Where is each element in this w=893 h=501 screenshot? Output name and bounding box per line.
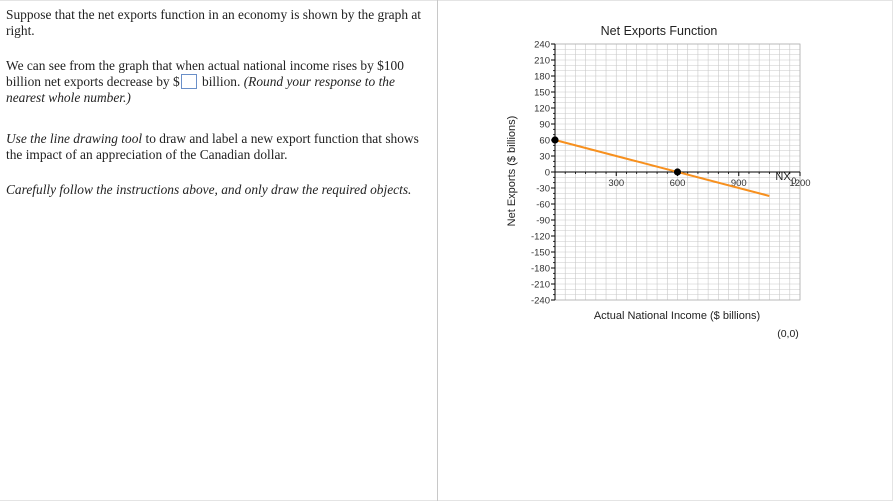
question-part-2-text: to draw and label a new export function … bbox=[6, 131, 419, 162]
rounding-instruction: (Round your response to the nearest whol… bbox=[6, 74, 395, 105]
y-tick-label: -210 bbox=[531, 280, 550, 291]
x-tick-label: 1200 bbox=[789, 178, 810, 189]
x-tick-label: 600 bbox=[670, 178, 686, 189]
y-axis-label: Net Exports ($ billions) bbox=[506, 116, 518, 227]
y-tick-label: 90 bbox=[539, 120, 550, 131]
drawing-instruction: Carefully follow the instructions above,… bbox=[6, 182, 434, 198]
top-border bbox=[0, 0, 893, 1]
graph-series: NX 0 bbox=[551, 136, 796, 197]
y-tick-label: -60 bbox=[536, 200, 550, 211]
question-part-1-text: We can see from the graph that when actu… bbox=[6, 58, 404, 89]
graph-title: Net Exports Function bbox=[601, 24, 718, 38]
y-tick-label: -90 bbox=[536, 216, 550, 227]
drawing-instruction-text: Carefully follow the instructions above,… bbox=[6, 182, 412, 197]
y-tick-label: -180 bbox=[531, 264, 550, 275]
y-tick-label: 30 bbox=[539, 152, 550, 163]
question-panel: Suppose that the net exports function in… bbox=[0, 0, 438, 501]
graph-ticks: 2402101801501209060300-30-60-90-120-150-… bbox=[531, 40, 811, 307]
line-endpoint[interactable] bbox=[673, 168, 682, 176]
y-tick-label: 210 bbox=[534, 56, 550, 67]
question-intro: Suppose that the net exports function in… bbox=[6, 7, 422, 38]
y-tick-label: -120 bbox=[531, 232, 550, 243]
x-tick-label: 900 bbox=[731, 178, 747, 189]
y-tick-label: -240 bbox=[531, 296, 550, 307]
x-tick-label: 300 bbox=[608, 178, 624, 189]
question-part-1: We can see from the graph that when actu… bbox=[6, 58, 434, 106]
line-label: NX bbox=[775, 171, 791, 183]
line-tool-reference: Use the line drawing tool bbox=[6, 131, 143, 146]
question-part-1-suffix: billion. bbox=[198, 74, 241, 89]
y-tick-label: -30 bbox=[536, 184, 550, 195]
y-tick-label: 240 bbox=[534, 40, 550, 51]
line-label-subscript: 0 bbox=[791, 176, 796, 186]
y-tick-label: 120 bbox=[534, 104, 550, 115]
y-tick-label: 150 bbox=[534, 88, 550, 99]
nx0-line[interactable] bbox=[554, 139, 770, 197]
y-tick-label: 60 bbox=[539, 136, 550, 147]
y-tick-label: 180 bbox=[534, 72, 550, 83]
y-tick-label: -150 bbox=[531, 248, 550, 259]
coordinate-readout: (0,0) bbox=[777, 328, 799, 340]
answer-input[interactable] bbox=[180, 74, 197, 89]
x-axis-label: Actual National Income ($ billions) bbox=[594, 310, 760, 322]
y-tick-label: 0 bbox=[545, 168, 550, 179]
line-endpoint[interactable] bbox=[551, 136, 559, 144]
question-part-2: Use the line drawing tool to draw and la… bbox=[6, 131, 434, 163]
